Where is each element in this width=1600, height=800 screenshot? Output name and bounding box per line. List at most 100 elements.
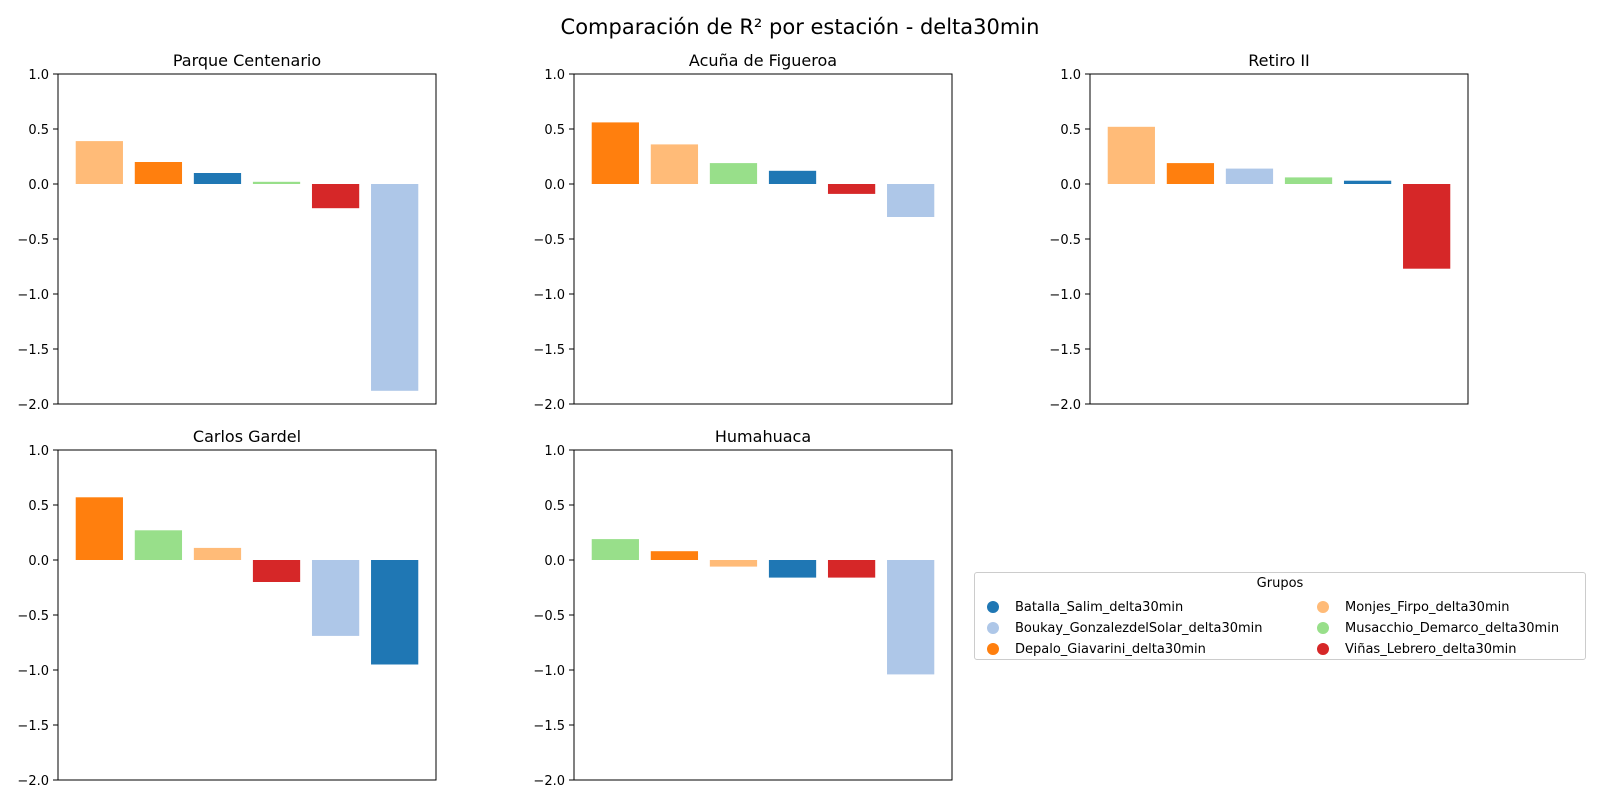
panel-5: Humahuaca 1.0 0.5 0.0 −0.5 −1.0 −1.5 −2.0	[533, 427, 953, 789]
bar	[252, 560, 301, 582]
panel-title: Carlos Gardel	[193, 427, 301, 446]
y-tick-label: −2.0	[533, 774, 565, 789]
legend-entry: Boukay_GonzalezdelSolar_delta30min	[987, 618, 1263, 638]
y-tick-label: −1.5	[1049, 343, 1081, 358]
y-tick-label: 0.5	[544, 499, 565, 514]
bar	[650, 144, 699, 184]
y-tick-label: 0.0	[28, 178, 49, 193]
y-tick-label: 0.0	[1060, 178, 1081, 193]
bar	[134, 530, 183, 560]
bar	[591, 122, 639, 184]
bar	[1403, 184, 1451, 269]
bar	[827, 184, 876, 194]
legend-entry: Viñas_Lebrero_delta30min	[1317, 639, 1517, 659]
axes-frame	[1089, 73, 1469, 405]
bar	[371, 184, 419, 391]
legend-marker	[987, 601, 999, 613]
legend-label: Boukay_GonzalezdelSolar_delta30min	[1015, 620, 1263, 636]
bar	[371, 560, 419, 665]
legend-marker	[987, 622, 999, 634]
y-tick-label: −0.5	[533, 233, 565, 248]
bar	[1166, 163, 1215, 184]
panel-title: Retiro II	[1248, 51, 1310, 70]
legend-entry: Musacchio_Demarco_delta30min	[1317, 618, 1559, 638]
bar	[887, 560, 935, 675]
bar	[1284, 177, 1333, 184]
legend-marker	[1317, 601, 1329, 613]
y-tick-label: 0.0	[28, 554, 49, 569]
y-tick-label: −1.0	[17, 664, 49, 679]
y-tick-label: −1.5	[533, 719, 565, 734]
y-tick-label: 0.5	[28, 499, 49, 514]
y-tick-label: 0.0	[544, 554, 565, 569]
y-tick-label: −2.0	[17, 398, 49, 413]
bar	[709, 163, 758, 184]
panel-1: Parque Centenario 1.0 0.5 0.0 −0.5 −1.0 −1.5 −2…	[17, 51, 437, 413]
legend-label: Musacchio_Demarco_delta30min	[1345, 620, 1560, 636]
y-tick-label: −2.0	[17, 774, 49, 789]
axes-frame	[573, 449, 953, 781]
legend-entry: Batalla_Salim_delta30min	[987, 597, 1183, 617]
bar	[75, 497, 123, 560]
bar	[1343, 180, 1392, 184]
legend-marker	[1317, 643, 1329, 655]
panel-title: Humahuaca	[715, 427, 811, 446]
y-tick-label: −1.0	[1049, 288, 1081, 303]
legend-marker	[987, 643, 999, 655]
legend-label: Viñas_Lebrero_delta30min	[1345, 641, 1517, 657]
bar	[1107, 126, 1155, 184]
bar	[1225, 168, 1274, 184]
y-tick-label: −0.5	[1049, 233, 1081, 248]
legend-marker	[1317, 622, 1329, 634]
y-tick-label: 0.5	[544, 123, 565, 138]
bar	[768, 560, 817, 578]
y-tick-label: −0.5	[17, 233, 49, 248]
bar	[768, 170, 817, 184]
y-tick-label: −1.0	[17, 288, 49, 303]
bar	[827, 560, 876, 578]
bar	[193, 173, 242, 184]
y-tick-label: −0.5	[533, 609, 565, 624]
legend-entry: Depalo_Giavarini_delta30min	[987, 639, 1206, 659]
y-tick-label: −1.5	[17, 343, 49, 358]
bar	[75, 141, 123, 184]
bar	[650, 551, 699, 560]
panel-title: Acuña de Figueroa	[689, 51, 837, 70]
bar	[311, 184, 360, 209]
y-tick-label: 1.0	[544, 68, 565, 83]
y-tick-label: 1.0	[1060, 68, 1081, 83]
y-tick-label: 0.0	[544, 178, 565, 193]
panel-4: Carlos Gardel 1.0 0.5 0.0 −0.5 −1.0 −1.5 −2.0	[17, 427, 437, 789]
bar	[134, 162, 183, 184]
legend: Grupos Batalla_Salim_delta30min Boukay_Go…	[974, 572, 1586, 660]
panel-2: Acuña de Figueroa 1.0 0.5 0.0 −0.5 −1.0 −1.5 −2…	[533, 51, 953, 413]
axes-frame	[57, 449, 437, 781]
legend-label: Depalo_Giavarini_delta30min	[1015, 641, 1206, 657]
y-tick-label: 0.5	[1060, 123, 1081, 138]
y-tick-label: −1.0	[533, 288, 565, 303]
panel-3: Retiro II 1.0 0.5 0.0 −0.5 −1.0 −1.5 −2.0	[1049, 51, 1469, 413]
y-tick-label: 1.0	[544, 444, 565, 459]
y-tick-label: −1.5	[533, 343, 565, 358]
bar	[591, 539, 639, 560]
y-tick-label: −1.5	[17, 719, 49, 734]
bar	[887, 184, 935, 217]
y-tick-label: 1.0	[28, 444, 49, 459]
y-tick-label: 0.5	[28, 123, 49, 138]
y-tick-label: −1.0	[533, 664, 565, 679]
bar	[311, 560, 360, 636]
bar	[193, 547, 242, 560]
legend-entry: Monjes_Firpo_delta30min	[1317, 597, 1509, 617]
y-tick-label: −2.0	[533, 398, 565, 413]
legend-title: Grupos	[1256, 576, 1304, 591]
legend-label: Batalla_Salim_delta30min	[1015, 599, 1184, 615]
panel-title: Parque Centenario	[173, 51, 321, 70]
y-tick-label: −2.0	[1049, 398, 1081, 413]
bar	[252, 181, 301, 184]
bar	[709, 560, 758, 567]
legend-label: Monjes_Firpo_delta30min	[1345, 599, 1510, 615]
y-tick-label: −0.5	[17, 609, 49, 624]
axes-frame	[57, 73, 437, 405]
axes-frame	[573, 73, 953, 405]
